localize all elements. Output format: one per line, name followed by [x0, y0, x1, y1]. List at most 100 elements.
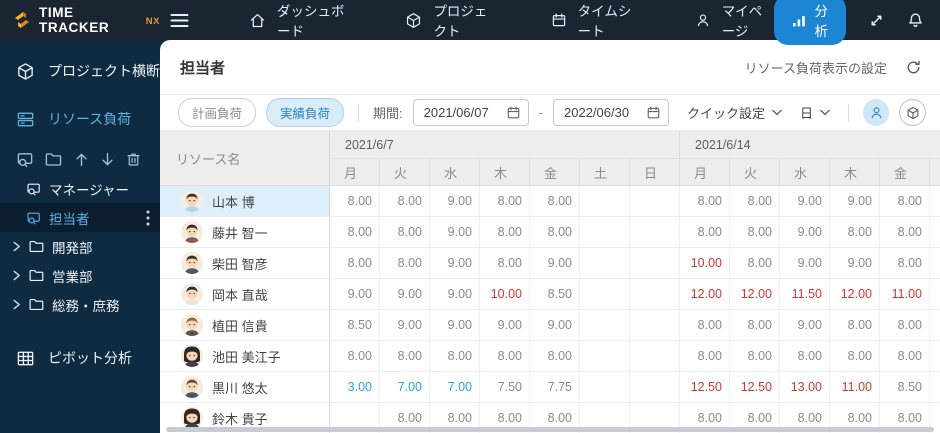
load-value-cell[interactable] [330, 403, 380, 433]
load-value-cell[interactable]: 9.00 [380, 279, 430, 309]
sidebar-item-pivot[interactable]: ピボット分析 [0, 341, 160, 375]
load-value-cell[interactable]: 8.00 [880, 248, 930, 278]
load-value-cell[interactable]: 13.00 [780, 372, 830, 402]
load-value-cell[interactable]: 8.00 [730, 310, 780, 340]
load-value-cell[interactable]: 9.00 [430, 217, 480, 247]
load-value-cell[interactable]: 8.50 [880, 372, 930, 402]
load-value-cell[interactable]: 8.00 [830, 403, 880, 433]
load-value-cell[interactable]: 11.50 [780, 279, 830, 309]
plan-load-toggle[interactable]: 計画負荷 [178, 98, 257, 127]
load-value-cell[interactable] [580, 403, 630, 433]
sidebar-tree-item[interactable]: 担当者 [0, 203, 160, 232]
load-value-cell[interactable]: 8.00 [830, 341, 880, 371]
load-value-cell[interactable] [580, 248, 630, 278]
arrow-up-icon[interactable] [73, 150, 90, 169]
refresh-icon[interactable] [905, 59, 922, 76]
unit-dropdown[interactable]: 日 [800, 103, 830, 122]
load-value-cell[interactable]: 8.00 [730, 248, 780, 278]
load-value-cell[interactable] [580, 186, 630, 216]
load-value-cell[interactable]: 9.00 [430, 279, 480, 309]
chevron-right-icon[interactable] [12, 241, 21, 252]
load-value-cell[interactable] [630, 310, 680, 340]
load-value-cell[interactable]: 8.00 [530, 403, 580, 433]
load-value-cell[interactable] [630, 341, 680, 371]
view-by-user-toggle[interactable] [863, 99, 890, 126]
load-value-cell[interactable]: 8.00 [330, 217, 380, 247]
resource-name-cell[interactable]: 黒川 悠太 [160, 372, 330, 402]
sidebar-tree-item[interactable]: 営業部 [0, 261, 160, 290]
load-value-cell[interactable]: 8.00 [730, 217, 780, 247]
actual-load-toggle[interactable]: 実績負荷 [266, 98, 345, 127]
load-value-cell[interactable]: 8.00 [380, 403, 430, 433]
chevron-right-icon[interactable] [12, 299, 21, 310]
load-value-cell[interactable] [580, 217, 630, 247]
sidebar-tree-item[interactable]: 総務・庶務 [0, 290, 160, 319]
load-value-cell[interactable]: 12.50 [730, 372, 780, 402]
load-value-cell[interactable]: 9.00 [780, 248, 830, 278]
load-value-cell[interactable]: 8.00 [430, 341, 480, 371]
load-value-cell[interactable]: 10.00 [680, 248, 730, 278]
sidebar-tree-item[interactable]: 開発部 [0, 232, 160, 261]
load-value-cell[interactable]: 8.00 [480, 403, 530, 433]
load-value-cell[interactable]: 8.00 [880, 310, 930, 340]
horizontal-scrollbar[interactable] [166, 427, 934, 432]
date-from-input[interactable]: 2021/06/07 [412, 99, 529, 126]
load-value-cell[interactable]: 7.50 [480, 372, 530, 402]
kebab-menu-icon[interactable] [146, 210, 150, 226]
sidebar-item-project-cross[interactable]: プロジェクト横断 [0, 54, 160, 88]
load-value-cell[interactable] [630, 248, 680, 278]
load-value-cell[interactable]: 8.00 [380, 186, 430, 216]
load-value-cell[interactable]: 8.00 [480, 341, 530, 371]
view-by-project-toggle[interactable] [899, 99, 926, 126]
load-value-cell[interactable]: 8.00 [730, 403, 780, 433]
load-value-cell[interactable]: 8.00 [480, 248, 530, 278]
load-value-cell[interactable]: 8.00 [330, 341, 380, 371]
load-value-cell[interactable] [630, 372, 680, 402]
load-value-cell[interactable]: 9.00 [430, 248, 480, 278]
load-value-cell[interactable]: 8.00 [830, 217, 880, 247]
load-value-cell[interactable]: 9.00 [430, 310, 480, 340]
load-value-cell[interactable]: 8.00 [530, 217, 580, 247]
load-value-cell[interactable]: 8.00 [380, 248, 430, 278]
load-value-cell[interactable]: 8.50 [330, 310, 380, 340]
load-value-cell[interactable] [630, 403, 680, 433]
resource-name-cell[interactable]: 植田 信貴 [160, 310, 330, 340]
load-value-cell[interactable] [630, 186, 680, 216]
analysis-button[interactable]: 分析 [773, 0, 846, 45]
load-value-cell[interactable] [580, 372, 630, 402]
load-value-cell[interactable]: 9.00 [530, 248, 580, 278]
load-value-cell[interactable]: 9.00 [430, 186, 480, 216]
load-value-cell[interactable] [630, 217, 680, 247]
nav-item[interactable]: マイページ [695, 0, 774, 40]
load-value-cell[interactable]: 8.00 [680, 341, 730, 371]
load-value-cell[interactable]: 12.00 [680, 279, 730, 309]
load-value-cell[interactable] [580, 341, 630, 371]
load-value-cell[interactable]: 12.00 [830, 279, 880, 309]
resource-icon[interactable] [16, 150, 35, 169]
load-value-cell[interactable]: 8.00 [680, 186, 730, 216]
load-value-cell[interactable]: 9.00 [780, 186, 830, 216]
load-value-cell[interactable]: 8.00 [880, 341, 930, 371]
resource-name-cell[interactable]: 山本 博 [160, 186, 330, 216]
load-value-cell[interactable]: 8.00 [680, 217, 730, 247]
load-value-cell[interactable]: 8.00 [430, 403, 480, 433]
load-value-cell[interactable]: 8.00 [330, 186, 380, 216]
load-value-cell[interactable]: 7.75 [530, 372, 580, 402]
load-value-cell[interactable]: 7.00 [380, 372, 430, 402]
quick-setting-dropdown[interactable]: クイック設定 [687, 103, 782, 122]
load-value-cell[interactable]: 8.00 [480, 217, 530, 247]
load-value-cell[interactable] [630, 279, 680, 309]
load-value-cell[interactable]: 8.50 [530, 279, 580, 309]
load-value-cell[interactable]: 8.00 [730, 186, 780, 216]
load-value-cell[interactable]: 8.00 [830, 310, 880, 340]
load-value-cell[interactable]: 11.00 [830, 372, 880, 402]
load-value-cell[interactable]: 8.00 [780, 403, 830, 433]
load-value-cell[interactable]: 8.00 [330, 248, 380, 278]
load-value-cell[interactable]: 8.00 [880, 217, 930, 247]
load-value-cell[interactable]: 8.00 [680, 310, 730, 340]
load-value-cell[interactable]: 12.00 [730, 279, 780, 309]
load-value-cell[interactable]: 9.00 [780, 310, 830, 340]
load-value-cell[interactable]: 12.50 [680, 372, 730, 402]
nav-item[interactable]: プロジェクト [405, 0, 496, 40]
load-value-cell[interactable]: 11.00 [880, 279, 930, 309]
